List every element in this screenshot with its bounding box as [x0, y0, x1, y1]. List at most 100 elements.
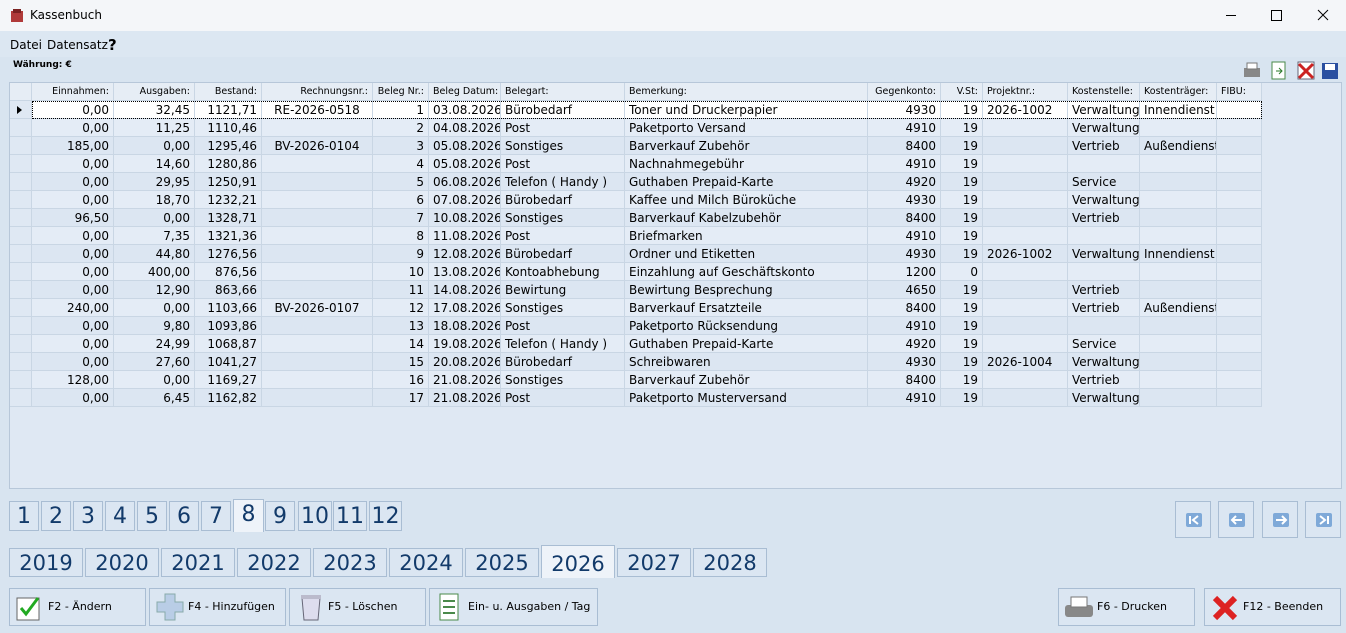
table-cell[interactable]	[983, 137, 1068, 155]
table-cell[interactable]	[1140, 191, 1217, 209]
close-button[interactable]	[1300, 0, 1346, 31]
table-cell[interactable]: 1295,46	[195, 137, 262, 155]
table-cell[interactable]: 2026-1002	[983, 245, 1068, 263]
table-cell[interactable]: 32,45	[114, 101, 195, 119]
table-cell[interactable]: Vertrieb	[1068, 299, 1140, 317]
table-cell[interactable]: Service	[1068, 173, 1140, 191]
table-cell[interactable]: Bürobedarf	[501, 101, 625, 119]
table-cell[interactable]: Post	[501, 155, 625, 173]
table-cell[interactable]: 18.08.2026	[429, 317, 501, 335]
column-header[interactable]: Bemerkung:	[625, 83, 868, 101]
table-cell[interactable]: 4930	[868, 353, 941, 371]
table-cell[interactable]	[1140, 371, 1217, 389]
row-indicator[interactable]	[10, 209, 32, 227]
table-cell[interactable]	[1140, 353, 1217, 371]
table-cell[interactable]	[1217, 245, 1262, 263]
table-cell[interactable]: 14	[373, 335, 429, 353]
table-cell[interactable]: Verwaltung	[1068, 191, 1140, 209]
exit-button[interactable]: F12 - Beenden	[1204, 588, 1341, 626]
month-tab[interactable]: 10	[298, 501, 332, 531]
next-record-button[interactable]	[1262, 501, 1298, 538]
column-header[interactable]: Beleg Nr.:	[373, 83, 429, 101]
table-cell[interactable]: 11.08.2026	[429, 227, 501, 245]
table-cell[interactable]: 0,00	[32, 389, 114, 407]
table-cell[interactable]: Verwaltung	[1068, 245, 1140, 263]
table-cell[interactable]: 14,60	[114, 155, 195, 173]
table-cell[interactable]: 185,00	[32, 137, 114, 155]
row-indicator[interactable]	[10, 353, 32, 371]
table-cell[interactable]: 14.08.2026	[429, 281, 501, 299]
column-header[interactable]: Ausgaben:	[114, 83, 195, 101]
first-record-button[interactable]	[1175, 501, 1211, 538]
table-cell[interactable]	[983, 371, 1068, 389]
table-cell[interactable]: 1276,56	[195, 245, 262, 263]
table-cell[interactable]: 15	[373, 353, 429, 371]
table-cell[interactable]: 2026-1002	[983, 101, 1068, 119]
table-cell[interactable]: Innendienst	[1140, 101, 1217, 119]
table-cell[interactable]	[1217, 137, 1262, 155]
column-header[interactable]: FIBU:	[1217, 83, 1262, 101]
table-cell[interactable]	[1217, 335, 1262, 353]
table-cell[interactable]: 4930	[868, 191, 941, 209]
table-cell[interactable]: 19	[941, 173, 983, 191]
table-cell[interactable]: 0,00	[114, 209, 195, 227]
table-cell[interactable]	[262, 245, 373, 263]
row-indicator[interactable]	[10, 281, 32, 299]
table-cell[interactable]: 13	[373, 317, 429, 335]
table-cell[interactable]: Bürobedarf	[501, 353, 625, 371]
table-cell[interactable]: 11	[373, 281, 429, 299]
table-cell[interactable]	[1068, 317, 1140, 335]
month-tab[interactable]: 2	[41, 501, 71, 531]
table-cell[interactable]: 0,00	[114, 371, 195, 389]
table-cell[interactable]: 1	[373, 101, 429, 119]
table-cell[interactable]: 5	[373, 173, 429, 191]
table-cell[interactable]: 19.08.2026	[429, 335, 501, 353]
table-cell[interactable]: 4920	[868, 173, 941, 191]
table-cell[interactable]: Vertrieb	[1068, 371, 1140, 389]
table-cell[interactable]: 06.08.2026	[429, 173, 501, 191]
year-tab[interactable]: 2020	[85, 548, 159, 577]
table-cell[interactable]	[983, 317, 1068, 335]
table-cell[interactable]: 400,00	[114, 263, 195, 281]
table-cell[interactable]: 4910	[868, 389, 941, 407]
table-cell[interactable]: 8400	[868, 209, 941, 227]
table-cell[interactable]	[1140, 173, 1217, 191]
table-cell[interactable]: Vertrieb	[1068, 281, 1140, 299]
row-indicator[interactable]	[10, 299, 32, 317]
table-cell[interactable]: 0,00	[32, 173, 114, 191]
table-cell[interactable]: Kontoabhebung	[501, 263, 625, 281]
last-record-button[interactable]	[1305, 501, 1341, 538]
table-cell[interactable]: 17	[373, 389, 429, 407]
table-cell[interactable]: 4910	[868, 155, 941, 173]
column-header[interactable]: Gegenkonto:	[868, 83, 941, 101]
table-cell[interactable]	[1217, 281, 1262, 299]
table-cell[interactable]: 16	[373, 371, 429, 389]
table-cell[interactable]: Einzahlung auf Geschäftskonto	[625, 263, 868, 281]
table-cell[interactable]: 1200	[868, 263, 941, 281]
table-cell[interactable]: 0,00	[32, 335, 114, 353]
table-cell[interactable]: 19	[941, 281, 983, 299]
year-tab[interactable]: 2021	[161, 548, 235, 577]
export-icon[interactable]	[1271, 61, 1286, 80]
table-cell[interactable]	[983, 119, 1068, 137]
row-indicator[interactable]	[10, 119, 32, 137]
table-cell[interactable]: Kaffee und Milch Büroküche	[625, 191, 868, 209]
table-cell[interactable]: Guthaben Prepaid-Karte	[625, 335, 868, 353]
table-cell[interactable]: 0,00	[32, 101, 114, 119]
minimize-button[interactable]	[1208, 0, 1254, 31]
table-cell[interactable]: Ordner und Etiketten	[625, 245, 868, 263]
row-indicator[interactable]	[10, 335, 32, 353]
table-cell[interactable]	[1140, 209, 1217, 227]
table-cell[interactable]: 1121,71	[195, 101, 262, 119]
table-cell[interactable]	[1140, 389, 1217, 407]
row-indicator[interactable]	[10, 137, 32, 155]
delete-button[interactable]: F5 - Löschen	[289, 588, 426, 626]
table-cell[interactable]	[1068, 263, 1140, 281]
table-cell[interactable]: BV-2026-0107	[262, 299, 373, 317]
table-cell[interactable]: 0,00	[32, 245, 114, 263]
table-cell[interactable]: 1321,36	[195, 227, 262, 245]
table-cell[interactable]: Toner und Druckerpapier	[625, 101, 868, 119]
table-cell[interactable]: Bewirtung Besprechung	[625, 281, 868, 299]
table-cell[interactable]: 1169,27	[195, 371, 262, 389]
table-cell[interactable]	[262, 371, 373, 389]
